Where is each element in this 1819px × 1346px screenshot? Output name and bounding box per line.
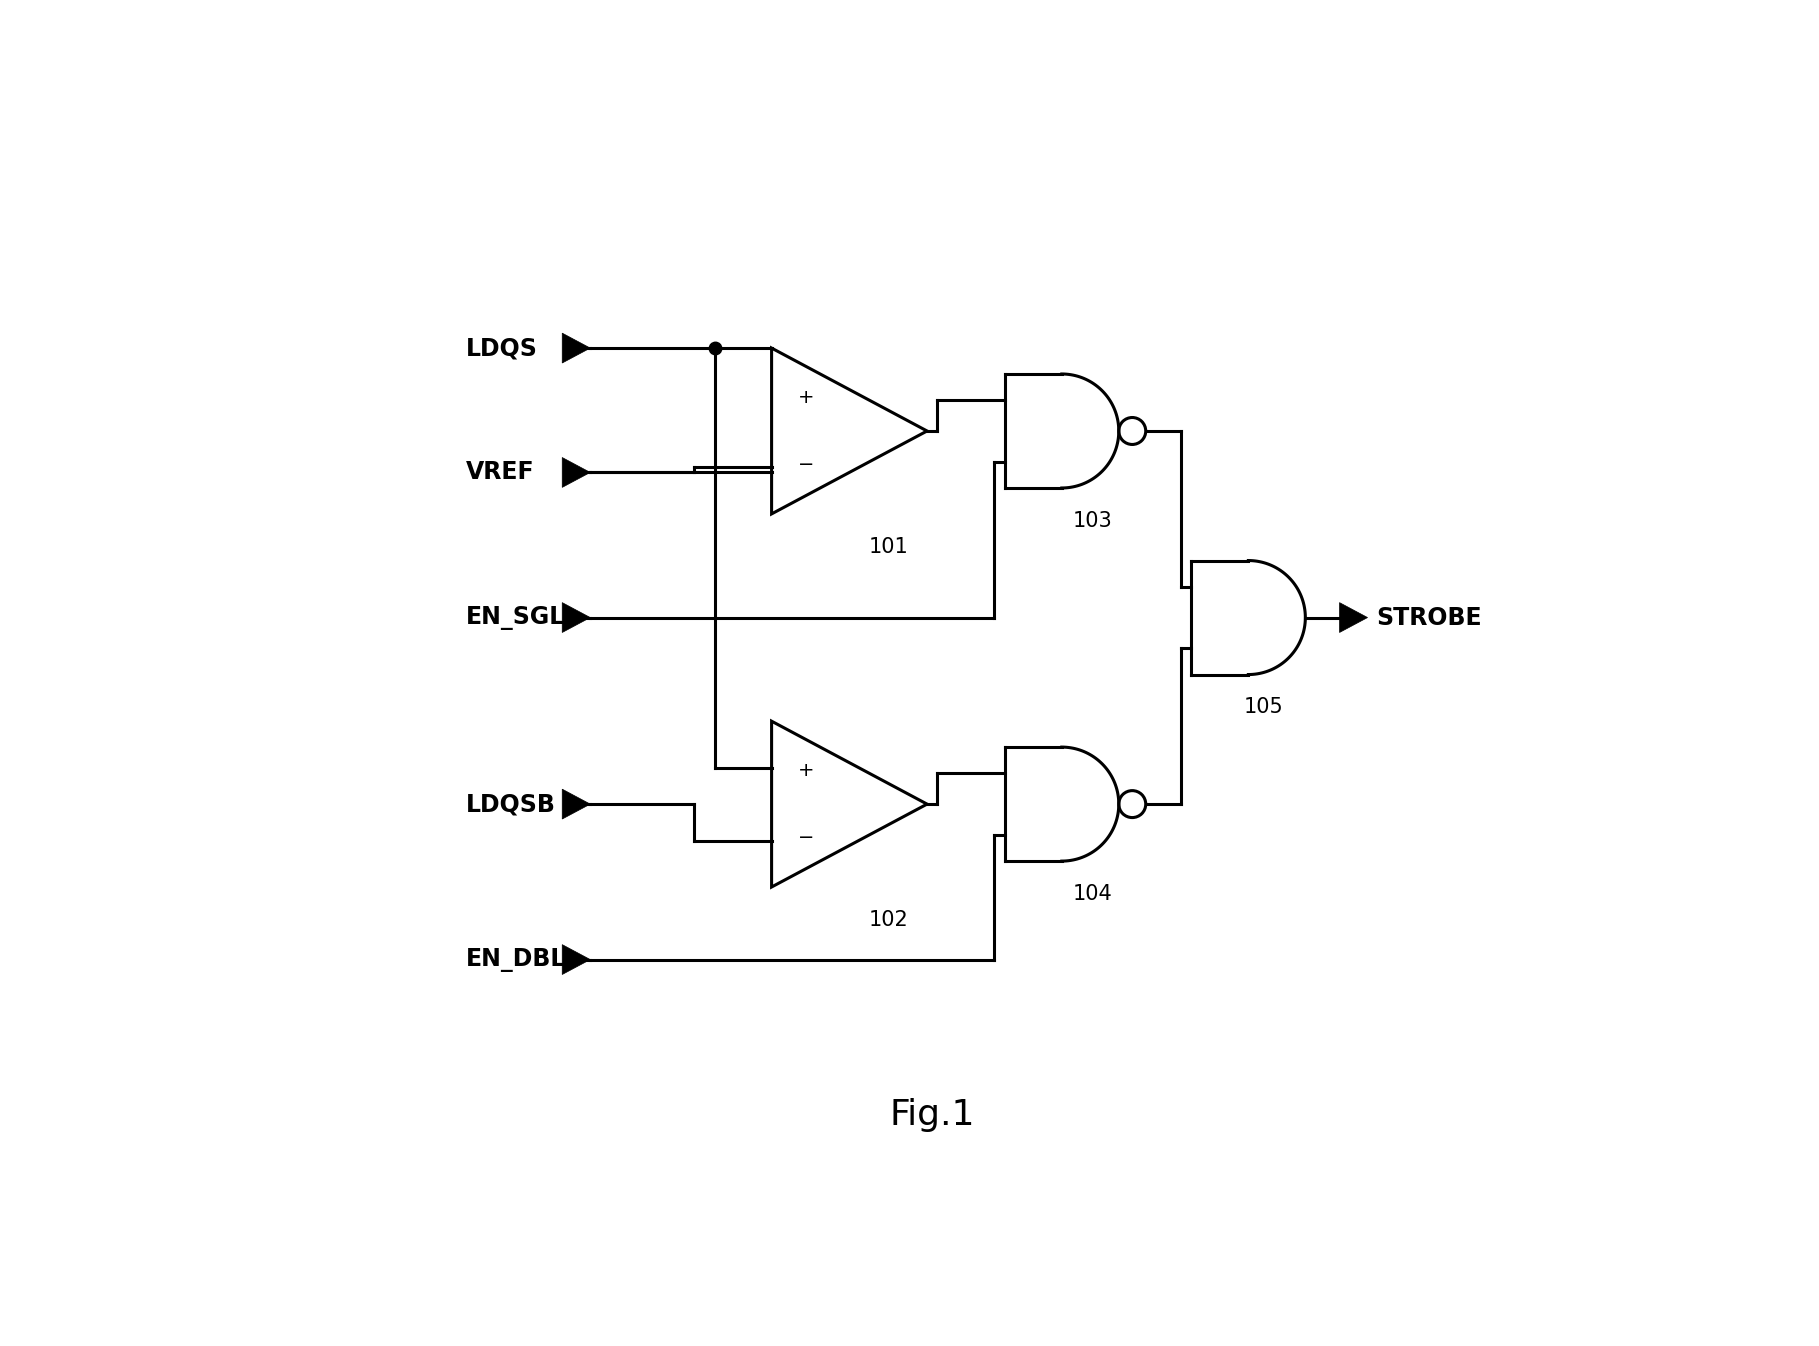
Text: Fig.1: Fig.1 xyxy=(889,1098,975,1132)
Text: 102: 102 xyxy=(868,910,908,930)
Text: STROBE: STROBE xyxy=(1375,606,1481,630)
Text: +: + xyxy=(797,762,815,781)
Text: VREF: VREF xyxy=(466,460,535,485)
Text: −: − xyxy=(797,455,813,474)
Text: 104: 104 xyxy=(1073,884,1113,905)
Polygon shape xyxy=(1339,603,1368,633)
Polygon shape xyxy=(562,789,589,818)
Text: LDQSB: LDQSB xyxy=(466,791,557,816)
Text: 105: 105 xyxy=(1244,697,1284,717)
Polygon shape xyxy=(562,334,589,363)
Polygon shape xyxy=(562,458,589,487)
Polygon shape xyxy=(562,945,589,975)
Text: 103: 103 xyxy=(1073,510,1113,530)
Text: EN_SGL: EN_SGL xyxy=(466,606,566,630)
Text: LDQS: LDQS xyxy=(466,336,538,361)
Text: −: − xyxy=(797,828,813,847)
Text: 101: 101 xyxy=(868,537,908,557)
Polygon shape xyxy=(562,603,589,633)
Text: +: + xyxy=(797,389,815,408)
Text: EN_DBL: EN_DBL xyxy=(466,948,566,972)
